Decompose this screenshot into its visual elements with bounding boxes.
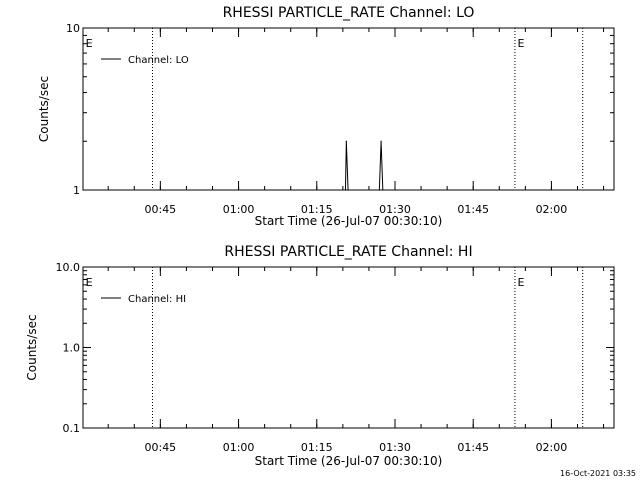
event-marker: E [518,276,525,289]
y-tick-label: 1.0 [63,342,81,355]
legend-label: Channel: LO [128,55,189,66]
hi-channel-panel: RHESSI PARTICLE_RATE Channel: HI 0.1 1.0 10… [25,244,615,468]
x-tick-label: 01:45 [457,203,489,216]
y-tick-label: 1 [73,184,80,197]
y-axis-label: Counts/sec [25,314,39,380]
event-marker: E [86,276,93,289]
x-tick-label: 02:00 [536,441,568,454]
x-tick-label: 02:00 [536,203,568,216]
x-tick-label: 01:30 [379,441,411,454]
x-tick-label: 00:45 [144,441,176,454]
data-point [344,189,347,191]
data-point [347,189,349,191]
plot-frame [82,266,615,429]
x-tick-label: 01:00 [223,441,255,454]
plot-frame [82,27,615,191]
x-axis-label: Start Time (26-Jul-07 00:30:10) [255,214,443,228]
y-axis-label: Counts/sec [37,76,51,142]
chart-title: RHESSI PARTICLE_RATE Channel: LO [223,5,475,21]
x-tick-label: 01:15 [301,203,333,216]
event-marker: E [86,37,93,50]
legend-label: Channel: HI [128,294,186,305]
x-tick-label: 00:45 [144,203,176,216]
y-tick-label: 10.0 [56,261,81,274]
y-tick-label: 0.1 [63,422,81,435]
generation-timestamp: 16-Oct-2021 03:35 [560,469,636,478]
x-tick-label: 01:00 [223,203,255,216]
x-axis-label: Start Time (26-Jul-07 00:30:10) [255,454,443,468]
data-point [345,140,347,142]
data-point [378,189,380,191]
event-marker: E [518,37,525,50]
x-tick-label: 01:15 [301,441,333,454]
y-tick-label: 10 [66,22,80,35]
series-line [344,141,384,191]
lo-channel-panel: RHESSI PARTICLE_RATE Channel: LO 1 10 00:45… [37,5,615,228]
data-point [380,140,382,142]
x-tick-label: 01:30 [379,203,411,216]
chart-title: RHESSI PARTICLE_RATE Channel: HI [224,244,472,260]
x-tick-label: 01:45 [457,441,489,454]
data-point [382,189,384,191]
